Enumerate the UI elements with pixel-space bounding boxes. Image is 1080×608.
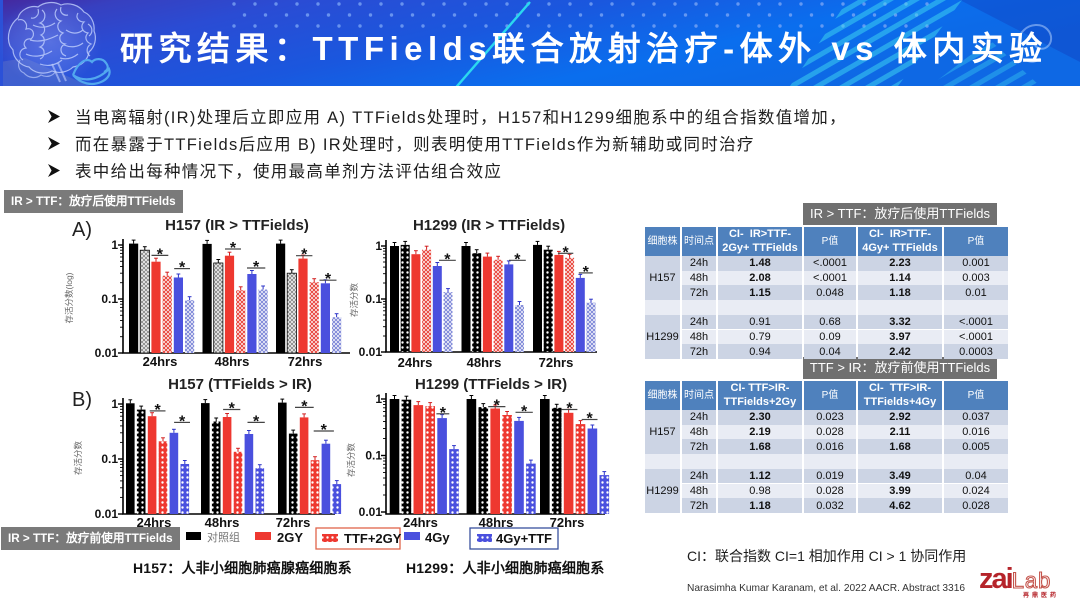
svg-text:H1299：人非小细胞肺癌细胞系: H1299：人非小细胞肺癌细胞系 bbox=[406, 560, 604, 576]
svg-text:A): A) bbox=[72, 219, 92, 241]
svg-text:2GY: 2GY bbox=[277, 530, 303, 545]
svg-text:*: * bbox=[583, 264, 590, 281]
svg-text:1: 1 bbox=[111, 397, 118, 411]
svg-text:48hrs: 48hrs bbox=[467, 355, 502, 370]
svg-text:*: * bbox=[325, 271, 332, 288]
svg-text:存活分数: 存活分数 bbox=[346, 443, 356, 478]
svg-text:4Gy: 4Gy bbox=[425, 530, 450, 545]
svg-text:*: * bbox=[301, 398, 308, 415]
svg-text:0.1: 0.1 bbox=[101, 292, 118, 306]
svg-text:*: * bbox=[253, 259, 260, 276]
svg-text:48hrs: 48hrs bbox=[215, 354, 250, 369]
svg-text:*: * bbox=[321, 422, 328, 439]
svg-text:0.1: 0.1 bbox=[101, 452, 118, 466]
svg-text:72hrs: 72hrs bbox=[550, 515, 585, 530]
svg-text:存活分数: 存活分数 bbox=[73, 441, 83, 476]
svg-text:72hrs: 72hrs bbox=[276, 515, 311, 530]
svg-text:4Gy+TTF: 4Gy+TTF bbox=[496, 531, 552, 546]
svg-text:0.1: 0.1 bbox=[365, 449, 382, 463]
svg-text:*: * bbox=[253, 413, 260, 430]
svg-text:1: 1 bbox=[375, 239, 382, 253]
svg-text:0.1: 0.1 bbox=[365, 292, 382, 306]
svg-text:*: * bbox=[440, 405, 447, 422]
svg-text:24hrs: 24hrs bbox=[137, 515, 172, 530]
svg-text:72hrs: 72hrs bbox=[288, 354, 323, 369]
svg-text:存活分数: 存活分数 bbox=[349, 283, 359, 318]
svg-text:*: * bbox=[514, 251, 521, 268]
svg-text:72hrs: 72hrs bbox=[539, 355, 574, 370]
svg-text:*: * bbox=[566, 401, 573, 418]
svg-text:B): B) bbox=[72, 389, 92, 411]
svg-text:1: 1 bbox=[111, 238, 118, 252]
svg-text:H157：人非小细胞肺癌腺癌细胞系: H157：人非小细胞肺癌腺癌细胞系 bbox=[133, 560, 352, 576]
svg-text:0.01: 0.01 bbox=[359, 505, 383, 519]
svg-text:48hrs: 48hrs bbox=[479, 515, 514, 530]
svg-text:48hrs: 48hrs bbox=[205, 515, 240, 530]
svg-text:1: 1 bbox=[375, 392, 382, 406]
svg-text:*: * bbox=[157, 246, 164, 263]
svg-text:*: * bbox=[179, 413, 186, 430]
svg-text:*: * bbox=[444, 251, 451, 268]
svg-text:TTF+2GY: TTF+2GY bbox=[344, 531, 402, 546]
svg-text:*: * bbox=[586, 411, 593, 428]
svg-text:24hrs: 24hrs bbox=[143, 354, 178, 369]
svg-text:24hrs: 24hrs bbox=[398, 355, 433, 370]
svg-text:H157 (TTFields > IR): H157 (TTFields > IR) bbox=[168, 376, 312, 393]
svg-text:*: * bbox=[562, 244, 569, 261]
svg-text:0.01: 0.01 bbox=[95, 507, 119, 521]
svg-text:*: * bbox=[230, 240, 237, 257]
svg-text:24hrs: 24hrs bbox=[403, 515, 438, 530]
svg-text:对照组: 对照组 bbox=[207, 530, 240, 544]
svg-text:*: * bbox=[179, 260, 186, 277]
svg-text:H1299 (IR > TTFields): H1299 (IR > TTFields) bbox=[413, 217, 565, 234]
svg-text:存活分数(log): 存活分数(log) bbox=[64, 272, 74, 323]
svg-text:*: * bbox=[229, 401, 236, 418]
svg-text:0.01: 0.01 bbox=[359, 345, 383, 359]
svg-text:H157 (IR > TTFields): H157 (IR > TTFields) bbox=[165, 217, 309, 234]
svg-text:*: * bbox=[521, 403, 528, 420]
svg-text:*: * bbox=[154, 402, 161, 419]
svg-text:0.01: 0.01 bbox=[95, 346, 119, 360]
svg-text:*: * bbox=[494, 398, 501, 415]
svg-text:*: * bbox=[301, 247, 308, 264]
svg-text:H1299 (TTFields > IR): H1299 (TTFields > IR) bbox=[415, 376, 567, 393]
